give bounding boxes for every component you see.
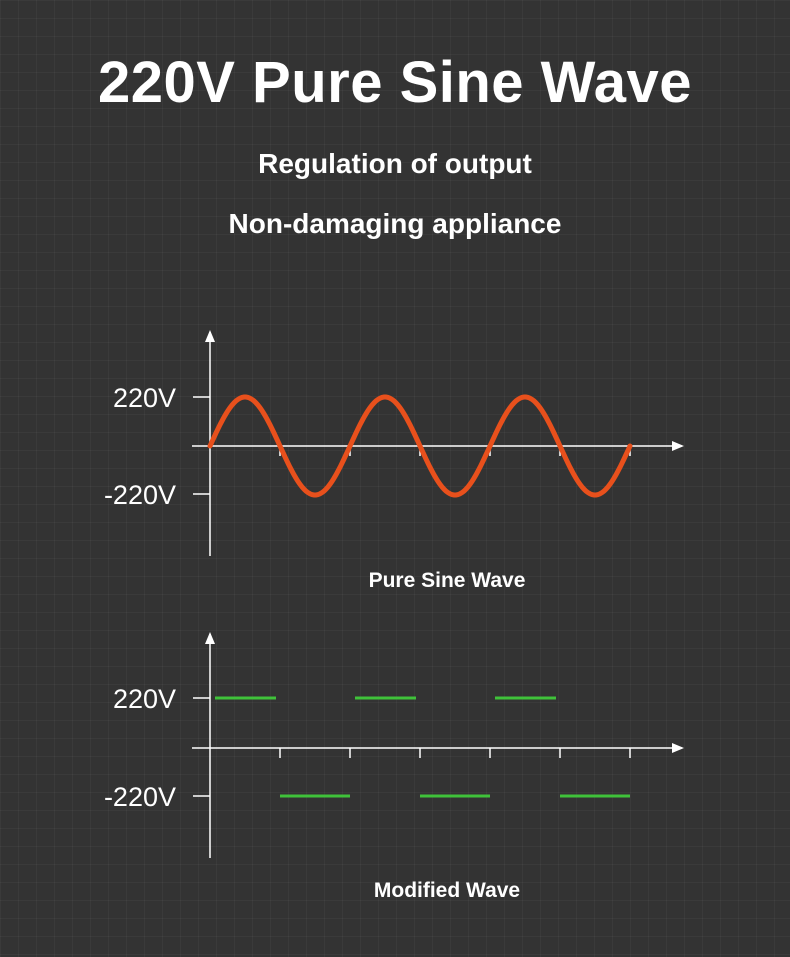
sine-label-220v: 220V	[113, 383, 176, 413]
subtitle-regulation: Regulation of output	[258, 148, 532, 179]
modified-caption: Modified Wave	[374, 879, 520, 902]
sine-wave-line	[207, 394, 633, 498]
modified-label-neg-220v: -220V	[104, 782, 176, 812]
modified-x-ticks	[279, 748, 631, 758]
sine-caption: Pure Sine Wave	[369, 569, 526, 592]
sine-label-neg-220v: -220V	[104, 480, 176, 510]
subtitle-non-damaging: Non-damaging appliance	[228, 208, 562, 239]
modified-label-220v: 220V	[113, 684, 176, 714]
page-title: 220V Pure Sine Wave	[97, 50, 693, 115]
sine-x-ticks	[279, 446, 631, 456]
modified-wave-segments	[215, 696, 630, 798]
